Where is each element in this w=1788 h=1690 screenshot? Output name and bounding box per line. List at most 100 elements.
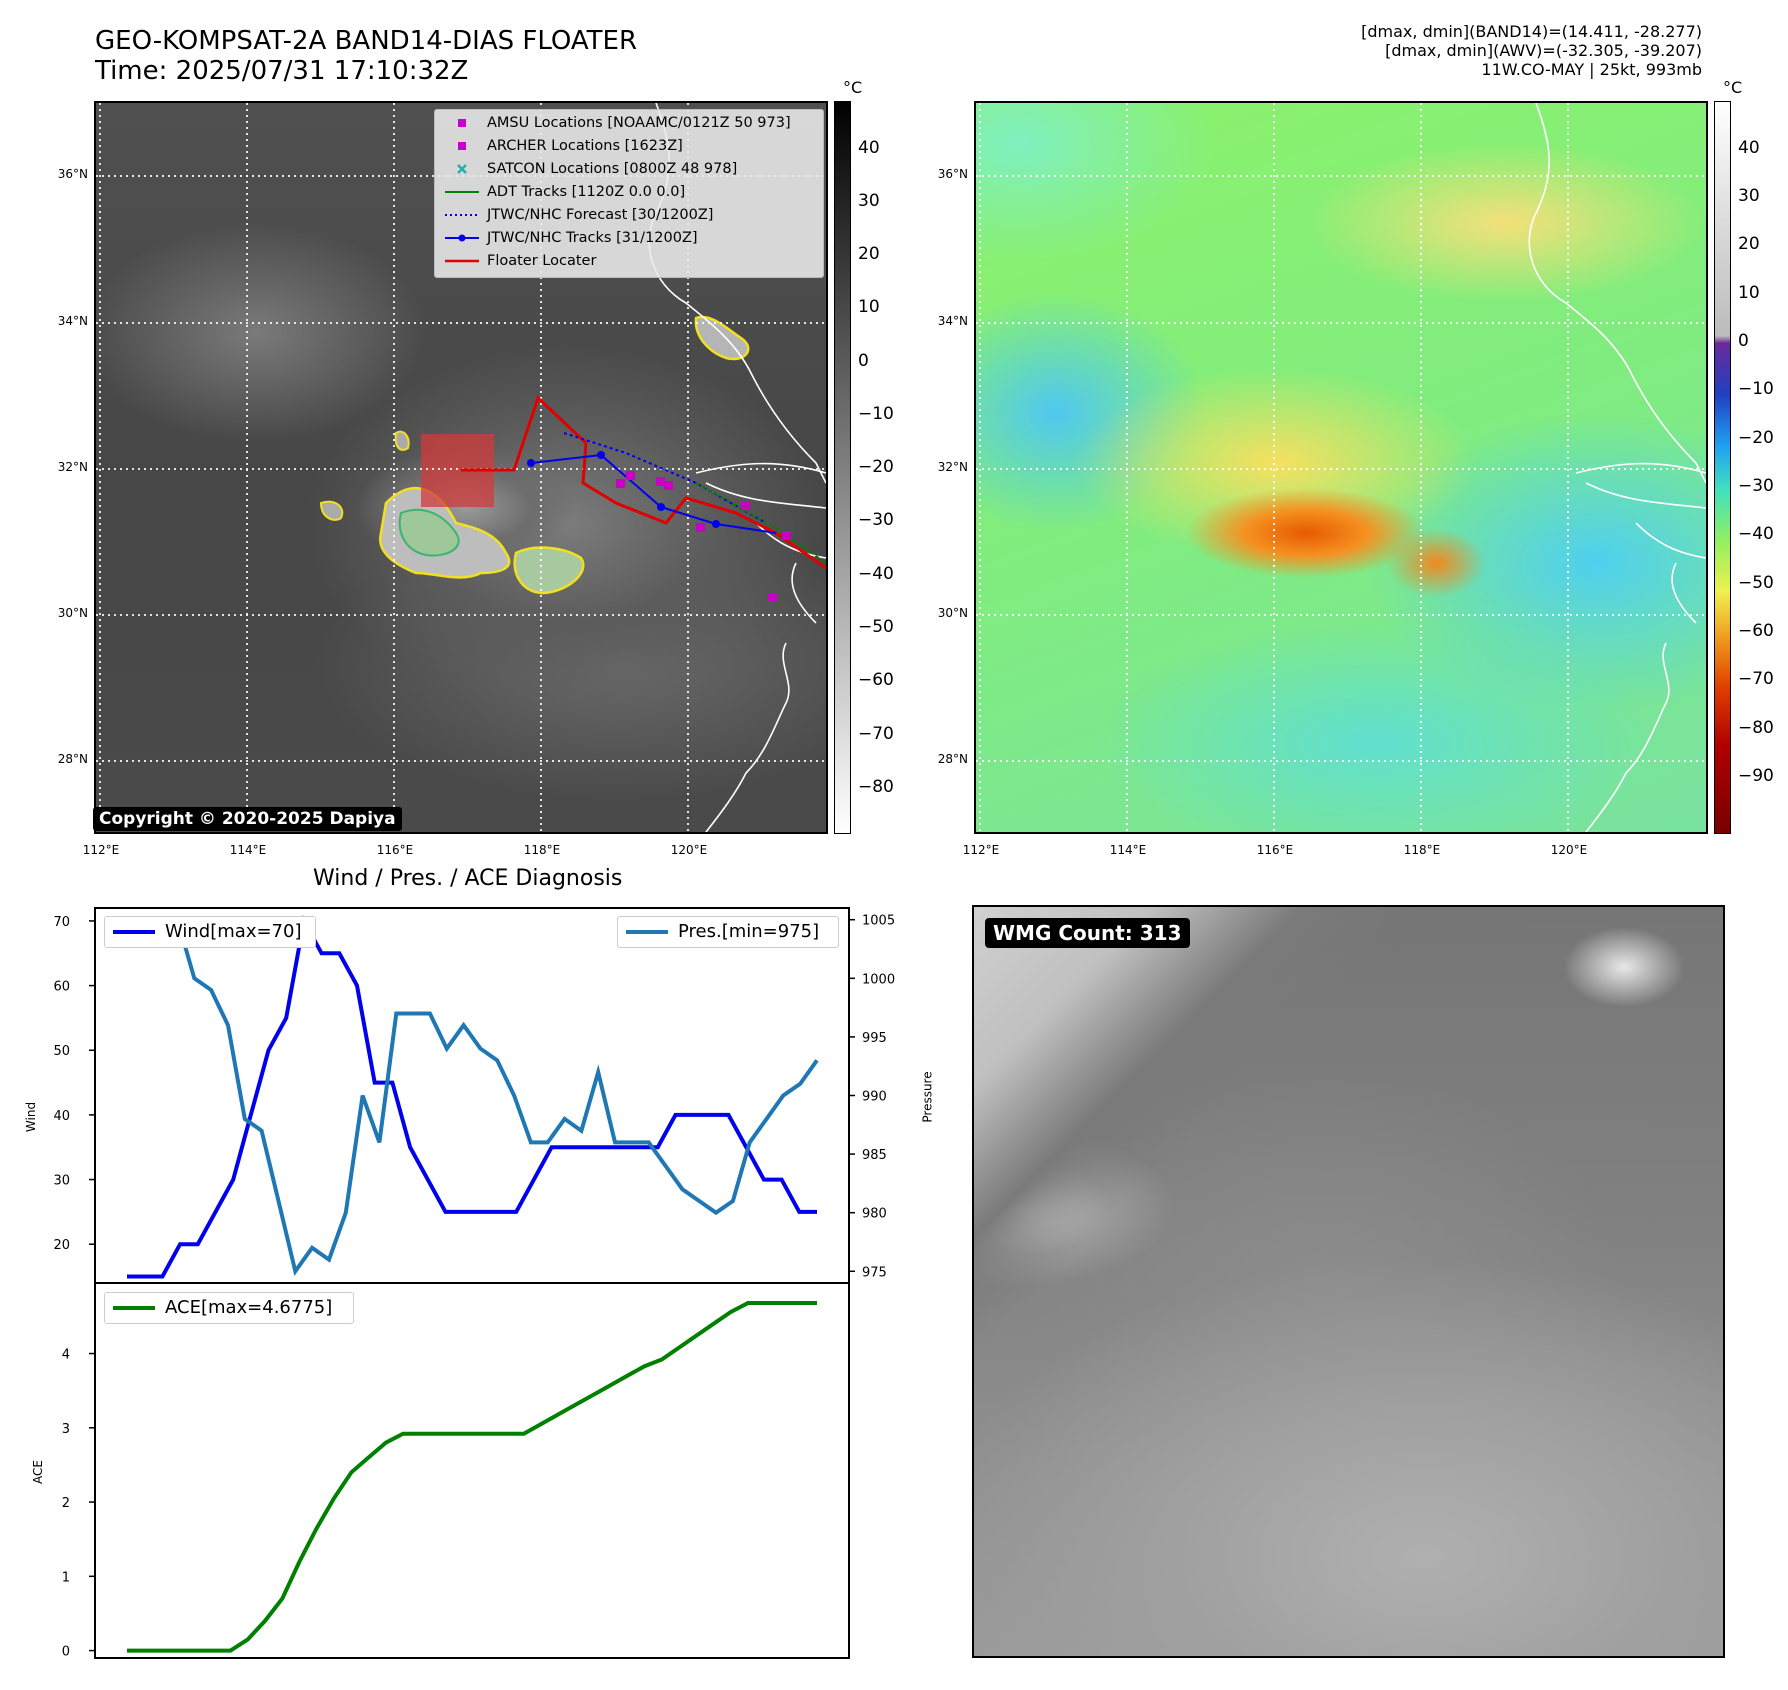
awv-map-overlay	[976, 103, 1706, 832]
ace-tick-label: 1	[62, 1570, 70, 1585]
wind-tick-label: 70	[53, 915, 70, 930]
ace-axes	[94, 1282, 850, 1659]
awv-range: [dmax, dmin](AWV)=(-32.305, -39.207)	[1385, 41, 1702, 60]
line-icon	[445, 259, 479, 263]
wind-tick-label: 60	[53, 980, 70, 995]
colorbar-tick-label: −70	[858, 723, 894, 744]
ace-series-line	[127, 1301, 817, 1653]
wind-y-ticks: 20 30 40 50 60 70	[53, 915, 95, 1253]
colorbar-unit: °C	[843, 78, 863, 97]
wind-tick-label: 20	[53, 1238, 70, 1253]
colorbar-tick-label: 10	[1738, 282, 1760, 303]
lon-label: 114°E	[229, 843, 267, 857]
colorbar-tick-label: −90	[1738, 765, 1774, 786]
colorbar-tick-label: −80	[858, 776, 894, 797]
pressure-legend: Pres.[min=975]	[617, 916, 839, 948]
awv-colorbar	[1714, 101, 1731, 834]
colorbar-tick-label: −80	[1738, 717, 1774, 738]
stats-block: [dmax, dmin](BAND14)=(14.411, -28.277) […	[1361, 22, 1702, 79]
wmg-panel	[972, 905, 1725, 1658]
band14-range: [dmax, dmin](BAND14)=(14.411, -28.277)	[1361, 22, 1702, 41]
ir-map-panel: AMSU Locations [NOAAMC/0121Z 50 973] ARC…	[94, 101, 828, 834]
line-icon	[626, 930, 668, 934]
colorbar-tick-label: −20	[1738, 427, 1774, 448]
pressure-legend-label: Pres.[min=975]	[678, 921, 820, 942]
wind-series-line	[127, 914, 817, 1279]
pressure-series-line	[127, 917, 819, 1277]
coastline	[648, 103, 826, 832]
square-marker-icon	[458, 119, 466, 127]
line-marker-icon	[445, 234, 479, 242]
wind-axis-label: Wind	[24, 1101, 39, 1133]
copyright-badge: Copyright © 2020-2025 Dapiya	[93, 807, 402, 831]
title-line-2: Time: 2025/07/31 17:10:32Z	[95, 56, 469, 86]
colorbar-tick-label: −50	[858, 617, 894, 638]
lat-label: 30°N	[57, 606, 88, 620]
wmg-count-badge: WMG Count: 313	[985, 918, 1190, 948]
colorbar-tick-label: −70	[1738, 669, 1774, 690]
colorbar-tick-label: 10	[858, 297, 880, 318]
cold-cloud-tops	[319, 315, 750, 595]
lon-label: 112°E	[962, 843, 1000, 857]
colorbar-tick-label: 40	[1738, 137, 1760, 158]
floater-locater-line	[461, 395, 826, 570]
colorbar-tick-label: 0	[858, 350, 869, 371]
x-marker-icon	[457, 164, 467, 174]
dotted-line-icon	[445, 214, 479, 216]
coastline	[1528, 103, 1706, 832]
colorbar-tick-label: −30	[1738, 475, 1774, 496]
colorbar-tick-label: −40	[1738, 524, 1774, 545]
lat-label: 30°N	[937, 606, 968, 620]
colorbar-tick-label: 30	[1738, 185, 1760, 206]
forecast-track	[563, 432, 767, 524]
colorbar-tick-label: −10	[858, 403, 894, 424]
pressure-tick-label: 1000	[862, 972, 895, 987]
colorbar-tick-label: 0	[1738, 330, 1749, 351]
ace-legend-label: ACE[max=4.6775]	[165, 1297, 333, 1318]
lat-label: 28°N	[937, 752, 968, 766]
colorbar-unit: °C	[1723, 78, 1743, 97]
colorbar-tick-label: −60	[858, 670, 894, 691]
colorbar-tick-label: −30	[858, 510, 894, 531]
ace-tick-label: 2	[62, 1496, 70, 1511]
fix-markers	[616, 471, 791, 602]
colorbar-tick-label: −60	[1738, 620, 1774, 641]
pressure-tick-label: 990	[862, 1090, 887, 1105]
colorbar-tick-label: 30	[858, 190, 880, 211]
colorbar-tick-label: 20	[858, 244, 880, 265]
jtwc-track	[530, 453, 777, 534]
jtwc-track-points	[527, 451, 720, 528]
map-legend: AMSU Locations [NOAAMC/0121Z 50 973] ARC…	[434, 109, 824, 278]
colorbar-tick-label: −50	[1738, 572, 1774, 593]
lat-label: 34°N	[937, 314, 968, 328]
lon-label: 112°E	[82, 843, 120, 857]
lon-label: 116°E	[1256, 843, 1294, 857]
pressure-tick-label: 975	[862, 1265, 887, 1280]
ace-tick-label: 0	[62, 1645, 70, 1660]
lon-label: 120°E	[1550, 843, 1588, 857]
ir-map-overlay	[96, 103, 826, 832]
square-marker-icon	[458, 142, 466, 150]
colorbar-tick-label: 20	[1738, 234, 1760, 255]
lat-label: 28°N	[57, 752, 88, 766]
colorbar-tick-label: −10	[1738, 379, 1774, 400]
lon-label: 114°E	[1109, 843, 1147, 857]
lon-label: 118°E	[1403, 843, 1441, 857]
wind-tick-label: 50	[53, 1044, 70, 1059]
figure-title: GEO-KOMPSAT-2A BAND14-DIAS FLOATER Time:…	[95, 26, 637, 86]
pressure-axis-label: Pressure	[920, 1071, 935, 1123]
wind-legend: Wind[max=70]	[104, 916, 316, 948]
ace-y-ticks: 0 1 2 3 4	[62, 1348, 95, 1660]
storm-info: 11W.CO-MAY | 25kt, 993mb	[1481, 60, 1702, 79]
diagnosis-chart: 20 30 40 50 60 70 975 980 985 990 995 1000 1005 0 1 2…	[53, 907, 895, 1660]
colorbar-tick-label: −40	[858, 563, 894, 584]
pressure-tick-label: 980	[862, 1207, 887, 1222]
line-icon	[113, 930, 155, 934]
lat-label: 36°N	[57, 167, 88, 181]
colorbar-tick-label: −20	[858, 457, 894, 478]
lon-label: 116°E	[376, 843, 414, 857]
lat-label: 32°N	[57, 460, 88, 474]
ir-colorbar	[834, 101, 851, 834]
lon-label: 120°E	[670, 843, 708, 857]
colorbar-tick-label: 40	[858, 137, 880, 158]
